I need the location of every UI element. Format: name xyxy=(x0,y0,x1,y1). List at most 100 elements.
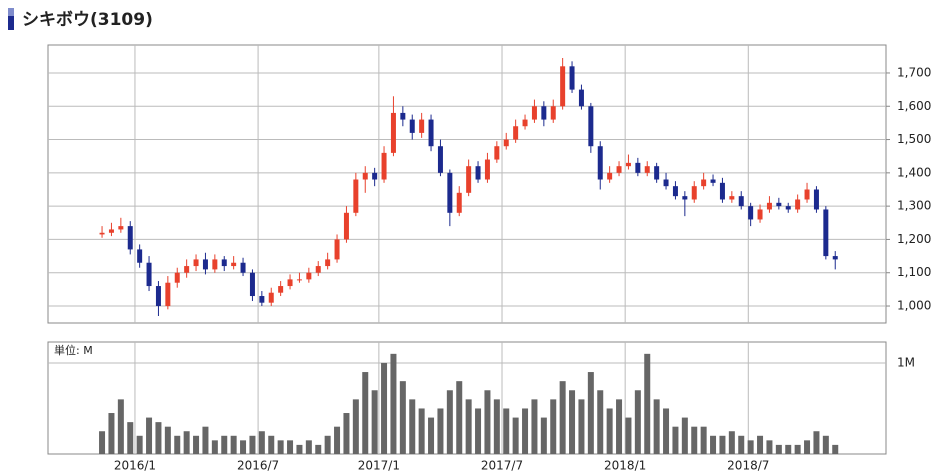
volume-bar xyxy=(794,444,801,454)
candle-body xyxy=(315,266,321,273)
volume-bar xyxy=(268,435,275,454)
candle-body xyxy=(550,106,556,120)
candle-body xyxy=(654,166,660,180)
volume-bar xyxy=(352,399,359,454)
candle-body xyxy=(419,119,425,133)
volume-bar xyxy=(832,444,839,454)
volume-bar xyxy=(663,408,670,454)
candle-body xyxy=(616,166,622,173)
x-tick-label: 2016/1 xyxy=(114,459,156,473)
candle-body xyxy=(127,226,133,250)
volume-bar xyxy=(334,426,341,454)
volume-bar xyxy=(587,372,594,454)
volume-bar xyxy=(625,417,632,454)
candle-body xyxy=(644,166,650,173)
candle-body xyxy=(447,172,453,213)
candle-body xyxy=(155,286,161,307)
candle-body xyxy=(278,286,284,293)
volume-bar xyxy=(747,440,754,454)
volume-bar xyxy=(719,435,726,454)
candle-body xyxy=(212,259,218,270)
volume-bar xyxy=(540,417,547,454)
volume-bar xyxy=(766,440,773,454)
volume-bar xyxy=(277,440,284,454)
candle-body xyxy=(729,196,735,200)
volume-bar xyxy=(522,408,529,454)
volume-bar xyxy=(493,399,500,454)
x-tick-label: 2017/7 xyxy=(481,459,523,473)
volume-bar xyxy=(804,440,811,454)
candle-body xyxy=(813,189,819,210)
volume-bar xyxy=(230,435,237,454)
volume-bar xyxy=(127,422,134,454)
volume-bar xyxy=(305,440,312,454)
volume-bar xyxy=(681,417,688,454)
candle-body xyxy=(832,256,838,260)
candle-body xyxy=(748,206,754,220)
candle-body xyxy=(466,166,472,193)
candle-body xyxy=(108,229,114,233)
candle-body xyxy=(221,259,227,267)
volume-bar xyxy=(634,390,641,454)
volume-bar xyxy=(822,435,829,454)
candle-body xyxy=(475,166,481,180)
candle-body xyxy=(306,272,312,280)
candle-body xyxy=(541,106,547,120)
volume-bar xyxy=(381,362,388,454)
y-tick-label: 1,700 xyxy=(897,65,931,79)
volume-bar xyxy=(550,399,557,454)
y-tick-label: 1,500 xyxy=(897,132,931,146)
candle-body xyxy=(776,202,782,207)
candle-body xyxy=(682,196,688,200)
volume-bar xyxy=(813,431,820,454)
volume-bar xyxy=(616,399,623,454)
candle-body xyxy=(325,259,331,267)
volume-bar xyxy=(409,399,416,454)
candle-body xyxy=(362,172,368,180)
candle-body xyxy=(795,199,801,210)
candle-body xyxy=(663,179,669,187)
y-tick-label: 1,000 xyxy=(897,299,931,313)
volume-bar xyxy=(202,426,209,454)
volume-bar xyxy=(446,390,453,454)
candle-body xyxy=(428,119,434,147)
candle-body xyxy=(710,179,716,183)
volume-bar xyxy=(710,435,717,454)
candle-body xyxy=(503,139,509,147)
candle-body xyxy=(456,192,462,213)
candle-body xyxy=(343,212,349,240)
volume-bar xyxy=(211,440,218,454)
volume-bar xyxy=(503,408,510,454)
volume-bar xyxy=(475,408,482,454)
volume-bar xyxy=(512,417,519,454)
title-icon xyxy=(8,8,14,30)
candle-body xyxy=(607,172,613,180)
candle-body xyxy=(165,282,171,307)
candle-body xyxy=(240,262,246,273)
candle-body xyxy=(409,119,415,133)
volume-bar xyxy=(174,435,181,454)
x-tick-label: 2017/1 xyxy=(358,459,400,473)
candle-body xyxy=(578,89,584,107)
volume-bar xyxy=(569,390,576,454)
volume-tick-label: 1M xyxy=(897,355,915,369)
volume-bar xyxy=(324,435,331,454)
candle-body xyxy=(569,66,575,90)
candle-body xyxy=(766,202,772,210)
volume-bar xyxy=(700,426,707,454)
candle-body xyxy=(691,186,697,200)
volume-bar xyxy=(108,413,115,454)
candle-body xyxy=(635,162,641,173)
volume-bar xyxy=(559,381,566,454)
x-tick-label: 2018/7 xyxy=(727,459,769,473)
volume-bar xyxy=(484,390,491,454)
volume-bar xyxy=(456,381,463,454)
candle-body xyxy=(437,146,443,173)
volume-bar xyxy=(362,372,369,454)
volume-bar xyxy=(728,431,735,454)
volume-bar xyxy=(183,431,190,454)
volume-bar xyxy=(597,390,604,454)
candle-body xyxy=(249,272,255,297)
candle-body xyxy=(184,266,190,273)
